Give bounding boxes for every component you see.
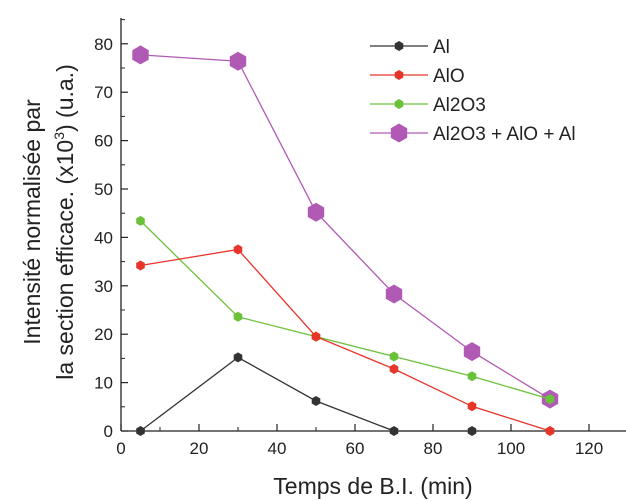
x-tick-label: 80 — [424, 439, 443, 458]
data-point — [389, 351, 399, 362]
data-point — [545, 394, 555, 405]
data-point — [389, 426, 399, 436]
data-point — [233, 244, 243, 255]
data-point — [311, 331, 321, 342]
y-tick-label: 40 — [94, 228, 113, 247]
legend-label: AlO — [433, 66, 465, 87]
y-axis-title-line2-pre: la section efficace. (x10 — [52, 140, 78, 380]
data-point — [467, 401, 477, 412]
data-point — [385, 284, 403, 304]
series-line — [140, 54, 551, 400]
plot-area — [120, 18, 626, 432]
y-axis-title-line2: la section efficace. (x103) (u.a.) — [51, 64, 78, 379]
x-axis-title: Temps de B.I. (min) — [273, 473, 472, 499]
legend-label: Al2O3 + AlO + Al — [433, 124, 576, 145]
data-point — [311, 396, 321, 406]
data-point — [233, 311, 243, 322]
y-tick-label: 10 — [94, 374, 113, 393]
legend-label: Al2O3 — [433, 95, 486, 116]
x-tick-label: 60 — [346, 439, 365, 458]
series-line — [140, 248, 551, 432]
x-tick-label: 0 — [116, 439, 125, 458]
legend-label: Al — [433, 37, 450, 58]
data-point — [389, 364, 399, 374]
series-layer — [132, 45, 559, 436]
y-tick-label: 80 — [94, 35, 113, 54]
x-tick-label: 120 — [575, 439, 603, 458]
x-tick-label: 40 — [268, 439, 287, 458]
x-tick-label: 20 — [190, 439, 209, 458]
x-tick-label: 100 — [497, 439, 525, 458]
data-point — [467, 371, 477, 382]
data-point — [307, 202, 325, 222]
series-al2o3-alo-al — [132, 45, 559, 409]
legend-marker — [394, 70, 404, 80]
data-point — [463, 342, 481, 362]
y-axis: 0 10 20 30 40 50 60 70 80 — [94, 19, 128, 441]
y-tick-label: 60 — [94, 132, 113, 151]
y-axis-title-line2-post: ) (u.a.) — [52, 64, 78, 132]
y-tick-label: 50 — [94, 180, 113, 199]
series-line — [140, 356, 472, 432]
legend-item: Al2O3 — [370, 95, 486, 116]
legend-marker — [394, 99, 404, 109]
series-al — [136, 352, 477, 436]
legend-item: Al — [370, 37, 450, 58]
data-point — [136, 215, 145, 226]
series-line — [140, 220, 551, 400]
legend-item: Al2O3 + AlO + Al — [370, 123, 576, 145]
legend-item: AlO — [370, 66, 465, 87]
data-point — [136, 260, 145, 271]
legend-marker — [394, 41, 404, 51]
data-point — [467, 426, 477, 436]
data-point — [229, 51, 247, 71]
series-al2o3 — [136, 215, 555, 405]
data-point — [132, 45, 149, 65]
y-axis-title-line1: Intensité normalisée par — [19, 99, 45, 345]
data-point — [233, 352, 243, 363]
y-tick-label: 70 — [94, 83, 113, 102]
series-alo — [136, 244, 555, 436]
data-point — [136, 426, 145, 436]
y-tick-label: 30 — [94, 277, 113, 296]
legend: Al AlO Al2O3 Al2O3 + AlO + Al — [370, 37, 576, 145]
y-tick-label: 20 — [94, 325, 113, 344]
y-axis-title-line2-sup: 3 — [51, 132, 67, 140]
data-point — [545, 426, 555, 436]
y-tick-label: 0 — [104, 422, 113, 441]
legend-marker — [390, 123, 408, 143]
